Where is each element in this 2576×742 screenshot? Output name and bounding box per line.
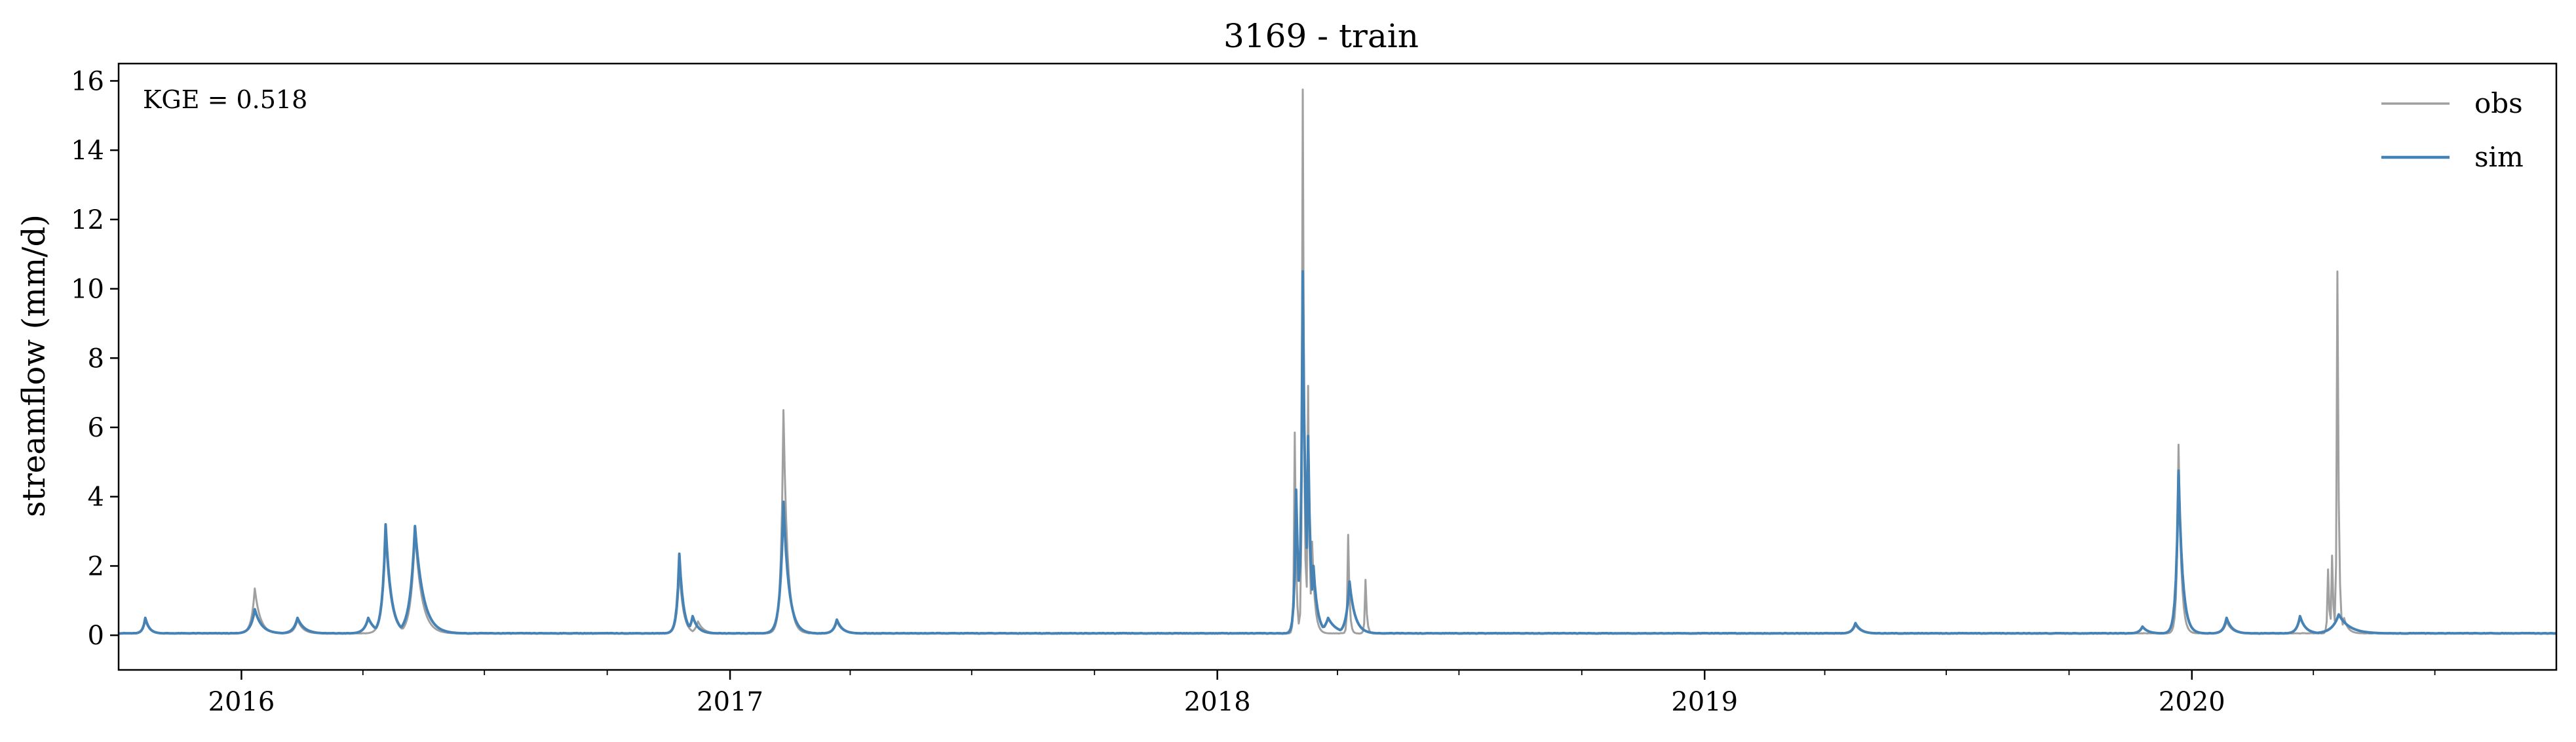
kge-annotation: KGE = 0.518 bbox=[143, 85, 307, 114]
y-tick-label: 6 bbox=[88, 413, 104, 443]
legend-obs-label: obs bbox=[2474, 87, 2523, 119]
x-tick-label: 2020 bbox=[2159, 687, 2225, 717]
plot-frame bbox=[117, 62, 2558, 671]
chart-title: 3169 - train bbox=[1223, 17, 1419, 55]
y-tick-label: 16 bbox=[71, 66, 104, 96]
y-tick-label: 0 bbox=[88, 621, 104, 651]
x-tick-label: 2016 bbox=[208, 687, 275, 717]
y-tick-label: 10 bbox=[71, 275, 104, 305]
axes-layer: 0 2 4 6 8 10 12 14 16 2016 2017 2018 2019 2020 bbox=[71, 66, 2436, 717]
legend: obs sim bbox=[2381, 87, 2524, 173]
y-tick-label: 8 bbox=[88, 343, 104, 374]
x-tick-label: 2018 bbox=[1184, 687, 1251, 717]
x-tick-label: 2019 bbox=[1671, 687, 1738, 717]
x-tick-label: 2017 bbox=[697, 687, 763, 717]
series-line-sim bbox=[118, 270, 2557, 635]
y-axis-label: streamflow (mm/d) bbox=[16, 214, 52, 517]
series-line-obs bbox=[118, 88, 2557, 635]
y-tick-label: 14 bbox=[71, 136, 104, 166]
y-tick-label: 2 bbox=[88, 551, 104, 581]
y-tick-label: 4 bbox=[88, 482, 104, 513]
y-tick-label: 12 bbox=[71, 205, 104, 235]
legend-sim-label: sim bbox=[2474, 141, 2524, 173]
series-layer bbox=[118, 88, 2557, 635]
